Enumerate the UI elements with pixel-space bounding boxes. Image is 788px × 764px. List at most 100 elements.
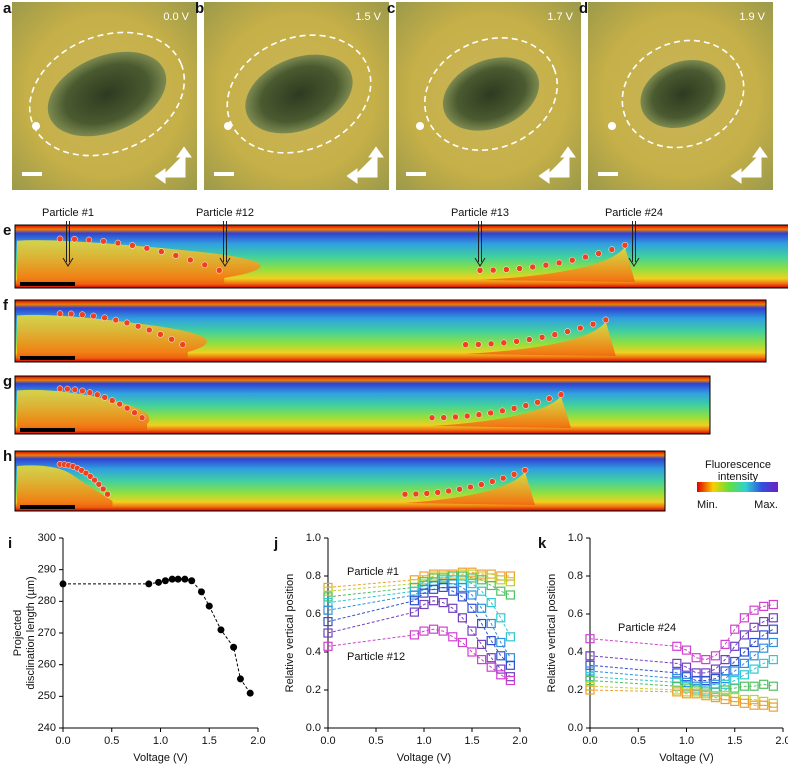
particle [557,391,565,398]
data-point [188,577,196,585]
panel-label: a [3,0,12,17]
data-point [181,575,189,583]
data-point [759,630,769,640]
series-line [327,575,511,598]
data-point [710,664,721,674]
x-tick-label: 0.5 [631,735,646,747]
particle [452,413,459,421]
particle [168,336,175,343]
voltage-label: 1.5 V [355,11,381,23]
chart: i 0.0 0.5 1.0 1.5 2.0 240 250 260 270 280 290 300 Vol… [8,532,266,764]
series-line [589,604,774,661]
data-point [759,601,769,612]
colorbar-gradient [697,482,778,492]
fluorescence-strip [14,450,666,512]
particle [487,409,494,417]
warm-region [17,465,113,507]
data-point [448,586,458,596]
particle-label: Particle #12 [196,207,254,219]
data-point [409,630,419,640]
micrograph: 1.7 V [396,2,581,190]
particle [85,236,93,244]
particle [476,267,484,274]
voltage-label: 0.0 V [163,11,189,23]
data-point [730,696,740,707]
data-point [739,647,750,657]
defect-core [640,60,726,128]
data-point [759,616,769,627]
particle [157,331,164,338]
x-tick-label: 2.0 [250,735,265,747]
series-line [589,689,774,708]
data-point [701,691,711,701]
y-axis-label: Relative vertical position [546,574,558,693]
data-point [505,577,515,587]
y-tick-label: 0.4 [568,646,583,658]
data-point [749,700,759,710]
particle [456,485,463,493]
particle [542,261,550,269]
x-tick-label: 0.0 [320,735,335,747]
particle [64,385,71,393]
y-tick-label: 300 [38,532,56,544]
particle [79,311,86,318]
warm-region [405,472,535,505]
particle [67,310,75,318]
data-point [496,586,506,596]
particle-marker [608,122,616,130]
particle [521,466,529,474]
data-point [672,641,682,651]
y-tick-label: 0.2 [306,684,321,696]
particle [423,490,431,497]
x-axis-label: Voltage (V) [659,752,713,764]
defect-core [47,51,167,137]
particle [216,267,223,274]
data-point [457,613,467,623]
warm-region [432,396,571,428]
particle [577,324,584,332]
y-tick-label: 280 [38,595,56,607]
particle [595,250,602,257]
data-point [710,692,721,703]
data-point [467,578,477,589]
data-point [486,662,496,672]
data-point [457,592,467,602]
particle [428,414,436,422]
data-point [429,584,439,594]
series-line [589,628,774,681]
chart: k 0.0 0.5 1.0 1.5 2.0 0.0 0.2 0.4 0.6 0.8 1.0 Voltag… [538,532,788,764]
x-axis-label: Voltage (V) [133,752,187,764]
data-point [505,660,515,670]
data-point [739,613,750,623]
axes-arrow [538,146,576,184]
series-line [327,579,511,638]
particle-label: Particle #13 [451,207,509,219]
data-point [768,599,778,610]
particle [440,414,447,421]
particle [621,241,629,249]
particle [82,469,90,477]
series-line [327,573,511,592]
y-tick-label: 0.0 [568,722,583,734]
panel-label: f [3,297,9,314]
x-axis-label: Voltage (V) [397,752,451,764]
data-point [174,575,182,583]
particle [94,391,101,399]
y-tick-label: 1.0 [306,532,321,544]
x-tick-label: 0.5 [368,735,383,747]
data-point [730,656,740,667]
warm-region [480,247,635,282]
fluorescence-strip [14,299,767,363]
axes-arrow [730,146,768,184]
y-tick-label: 290 [38,564,56,576]
y-tick-label: 270 [38,627,56,639]
particle [90,312,97,320]
colorbar-min: Min. [697,499,718,511]
defect-outline [621,39,745,149]
data-point [496,670,506,680]
data-point [681,662,692,672]
data-point [768,624,778,634]
data-point [768,702,778,712]
data-point [739,681,750,691]
data-point [730,624,740,634]
